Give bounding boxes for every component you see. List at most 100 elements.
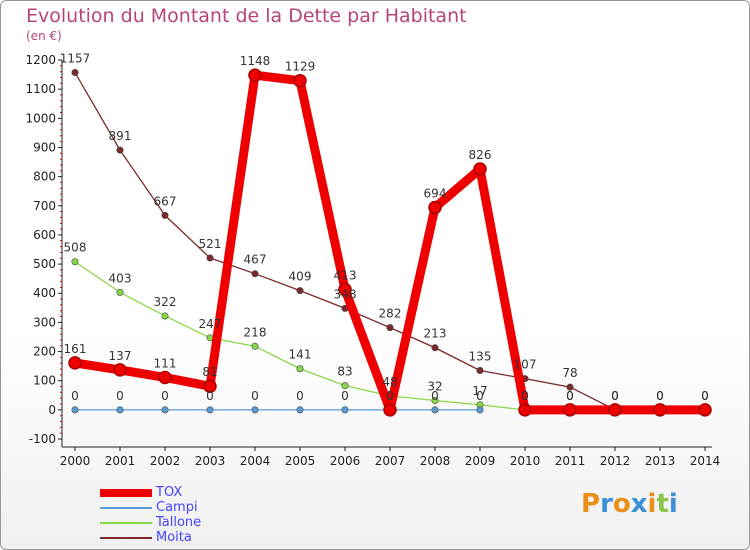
data-label-campi: 0 bbox=[251, 389, 259, 403]
data-label-tallone: 218 bbox=[244, 325, 267, 339]
logo-letter: o bbox=[612, 489, 631, 519]
point-moita bbox=[431, 344, 439, 352]
y-tick-label: 900 bbox=[33, 140, 56, 154]
point-tallone bbox=[431, 397, 439, 405]
point-tallone bbox=[71, 258, 79, 266]
data-label-tox: 0 bbox=[611, 389, 619, 403]
x-tick-label: 2014 bbox=[690, 454, 721, 468]
data-label-tox: 0 bbox=[521, 389, 529, 403]
legend-label-campi: Campi bbox=[156, 500, 198, 515]
data-label-tox: 0 bbox=[386, 389, 394, 403]
point-tox bbox=[113, 363, 127, 377]
point-tox bbox=[428, 200, 442, 215]
point-campi bbox=[161, 406, 169, 414]
point-moita bbox=[71, 69, 79, 77]
logo-letter: i bbox=[647, 489, 657, 519]
point-campi bbox=[341, 406, 349, 414]
x-tick-label: 2004 bbox=[240, 454, 271, 468]
point-campi bbox=[71, 406, 79, 414]
point-tox bbox=[608, 403, 622, 417]
x-tick-label: 2007 bbox=[375, 454, 406, 468]
point-moita bbox=[116, 146, 124, 154]
point-campi bbox=[476, 406, 484, 414]
data-label-moita: 282 bbox=[379, 307, 402, 321]
data-label-tox: 1148 bbox=[240, 54, 271, 68]
point-campi bbox=[431, 406, 439, 414]
data-label-campi: 0 bbox=[431, 389, 439, 403]
point-tox bbox=[203, 379, 217, 393]
legend-swatch-tox bbox=[100, 489, 152, 497]
data-label-tox: 137 bbox=[109, 349, 132, 363]
data-label-moita: 467 bbox=[244, 253, 267, 267]
data-label-tallone: 508 bbox=[64, 241, 87, 255]
point-tallone bbox=[116, 288, 124, 296]
data-label-tox: 1129 bbox=[285, 60, 316, 74]
logo-letter: r bbox=[600, 489, 613, 519]
data-label-tallone: 322 bbox=[154, 295, 177, 309]
y-tick-label: 600 bbox=[33, 228, 56, 242]
legend-swatch-moita bbox=[100, 537, 152, 539]
point-moita bbox=[161, 211, 169, 219]
point-tox bbox=[68, 356, 82, 370]
data-label-moita: 0 bbox=[656, 389, 664, 403]
data-label-tallone: 141 bbox=[289, 348, 312, 362]
y-tick-label: -100 bbox=[29, 432, 56, 446]
y-tick-label: 400 bbox=[33, 286, 56, 300]
point-tox bbox=[338, 282, 352, 297]
data-label-moita: 0 bbox=[701, 389, 709, 403]
data-label-tox: 81 bbox=[202, 365, 217, 379]
data-label-moita: 521 bbox=[199, 237, 222, 251]
y-tick-label: 1000 bbox=[25, 111, 56, 125]
y-tick-label: 200 bbox=[33, 345, 56, 359]
data-label-moita: 1157 bbox=[60, 52, 91, 66]
point-tox bbox=[473, 162, 487, 176]
point-tallone bbox=[296, 365, 304, 373]
data-label-campi: 0 bbox=[206, 389, 214, 403]
y-tick-label: 300 bbox=[33, 315, 56, 329]
data-label-tallone: 17 bbox=[472, 384, 487, 398]
data-label-moita: 409 bbox=[289, 270, 312, 284]
point-moita bbox=[251, 270, 259, 278]
data-label-campi: 0 bbox=[71, 389, 79, 403]
y-tick-label: 0 bbox=[48, 403, 56, 417]
point-tox bbox=[518, 403, 532, 417]
chart-title: Evolution du Montant de la Dette par Hab… bbox=[26, 5, 467, 27]
data-label-campi: 0 bbox=[476, 389, 484, 403]
y-tick-label: 700 bbox=[33, 199, 56, 213]
legend-label-moita: Moita bbox=[156, 530, 192, 545]
x-tick-label: 2003 bbox=[195, 454, 226, 468]
x-tick-label: 2008 bbox=[420, 454, 451, 468]
logo-letter: i bbox=[668, 489, 678, 519]
point-tox bbox=[653, 403, 667, 417]
point-campi bbox=[206, 406, 214, 414]
x-tick-label: 2000 bbox=[60, 454, 91, 468]
data-label-moita: 213 bbox=[424, 327, 447, 341]
x-tick-label: 2009 bbox=[465, 454, 496, 468]
legend-label-tallone: Tallone bbox=[156, 515, 202, 530]
legend-label-tox: TOX bbox=[156, 485, 183, 500]
data-label-campi: 0 bbox=[296, 389, 304, 403]
data-label-moita: 0 bbox=[611, 389, 619, 403]
point-tox bbox=[383, 403, 397, 417]
x-tick-label: 2010 bbox=[510, 454, 541, 468]
point-tallone bbox=[161, 312, 169, 320]
data-label-tox: 0 bbox=[701, 389, 709, 403]
logo-letter: P bbox=[581, 489, 601, 519]
x-tick-label: 2012 bbox=[600, 454, 631, 468]
data-label-tox: 826 bbox=[469, 148, 492, 162]
point-tox bbox=[158, 370, 172, 385]
proxiti-logo: Proxiti bbox=[581, 489, 678, 519]
point-tox bbox=[698, 403, 712, 417]
y-tick-label: 1200 bbox=[25, 53, 56, 67]
point-tox bbox=[563, 403, 577, 417]
data-label-campi: 0 bbox=[161, 389, 169, 403]
data-label-tallone: 48 bbox=[382, 375, 397, 389]
x-tick-label: 2001 bbox=[105, 454, 136, 468]
y-tick-label: 800 bbox=[33, 170, 56, 184]
data-label-tox: 0 bbox=[566, 389, 574, 403]
data-label-campi: 0 bbox=[116, 389, 124, 403]
data-label-tox: 111 bbox=[154, 356, 177, 370]
x-tick-label: 2013 bbox=[645, 454, 676, 468]
point-moita bbox=[206, 254, 214, 262]
data-label-moita: 667 bbox=[154, 194, 177, 208]
